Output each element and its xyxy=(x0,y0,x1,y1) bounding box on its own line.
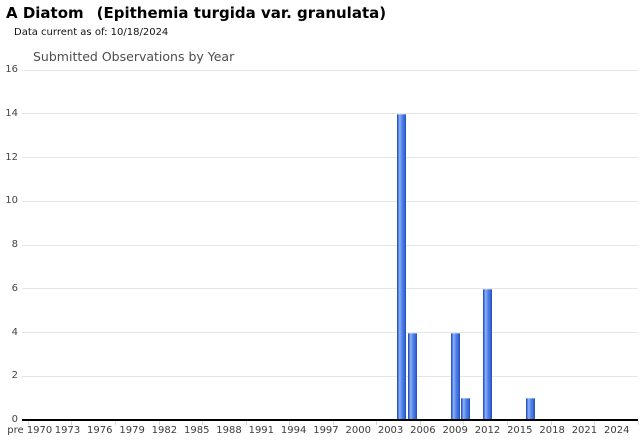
taxon-scientific-name: (Epithemia turgida var. granulata) xyxy=(96,4,387,22)
x-axis-label: 1976 xyxy=(87,425,113,436)
x-axis-tick xyxy=(637,421,639,425)
x-axis-tick xyxy=(115,421,116,425)
x-axis-tick xyxy=(202,421,204,425)
grid-line xyxy=(22,113,638,115)
y-axis-label: 2 xyxy=(11,370,18,382)
bar-2010[interactable] xyxy=(461,398,471,419)
x-axis-label: 1979 xyxy=(119,425,145,436)
data-current-note: Data current as of: 10/18/2024 xyxy=(14,27,169,38)
bar-2016[interactable] xyxy=(526,398,536,419)
y-axis-label: 4 xyxy=(11,326,18,338)
x-axis-tick xyxy=(332,421,334,425)
x-axis-label: 2012 xyxy=(474,425,501,436)
x-axis-label: 1997 xyxy=(313,425,339,436)
x-axis-label: 2024 xyxy=(604,425,630,436)
chart-title: Submitted Observations by Year xyxy=(33,49,235,64)
grid-line xyxy=(22,200,638,202)
x-axis-tick xyxy=(158,421,160,425)
x-axis-label: 2018 xyxy=(539,425,565,436)
x-axis-tick xyxy=(594,421,596,425)
x-axis-label: 2003 xyxy=(377,425,404,436)
x-axis-label: 2009 xyxy=(442,425,468,436)
y-axis-label: 14 xyxy=(5,107,18,119)
x-axis-label: 2021 xyxy=(571,425,598,436)
x-axis-label: 2015 xyxy=(507,425,533,436)
y-axis-label: 6 xyxy=(11,282,18,294)
grid-line xyxy=(22,244,638,246)
x-axis-line xyxy=(22,418,638,421)
grid-line xyxy=(22,375,638,377)
bar-2012[interactable] xyxy=(482,288,492,419)
y-axis-label: 10 xyxy=(5,195,18,207)
x-axis-label: 1988 xyxy=(216,425,242,436)
x-axis-tick xyxy=(376,421,378,425)
y-axis-label: 12 xyxy=(5,151,18,163)
bar-2005[interactable] xyxy=(407,332,417,419)
grid-line xyxy=(22,157,638,158)
x-axis-tick xyxy=(289,421,291,425)
bar-2004[interactable] xyxy=(396,113,406,419)
x-axis-label: 1991 xyxy=(248,425,275,436)
x-axis-tick xyxy=(506,421,508,425)
x-axis-label: 1973 xyxy=(54,425,81,436)
x-axis-tick xyxy=(245,421,247,425)
taxon-common-name: A Diatom xyxy=(6,4,84,22)
grid-line xyxy=(22,69,638,71)
y-axis-label: 0 xyxy=(11,414,18,425)
y-axis-label: 8 xyxy=(11,239,18,250)
y-axis-label: 16 xyxy=(5,64,18,75)
x-axis-tick xyxy=(550,421,552,425)
grid-line xyxy=(22,332,638,333)
x-axis-tick xyxy=(463,421,465,425)
x-axis-label: 1982 xyxy=(151,425,178,436)
x-axis-label: 1985 xyxy=(183,425,210,436)
bar-2009[interactable] xyxy=(450,332,460,419)
x-axis-tick xyxy=(419,421,421,425)
x-axis-tick xyxy=(27,421,29,425)
x-axis-tick xyxy=(71,421,73,425)
grid-line xyxy=(22,288,638,290)
x-axis-label: pre 1970 xyxy=(7,425,53,436)
x-axis-label: 1994 xyxy=(280,425,307,436)
x-axis-label: 2006 xyxy=(410,425,436,436)
page-title: A Diatom (Epithemia turgida var. granulat… xyxy=(6,4,386,22)
x-axis-label: 2000 xyxy=(345,425,371,436)
